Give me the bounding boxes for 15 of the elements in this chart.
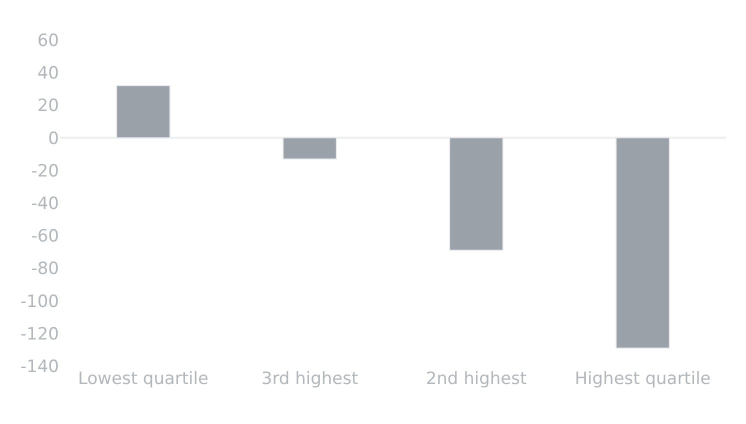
y-tick-label: 0 (48, 128, 59, 149)
y-tick-label: -20 (31, 161, 59, 182)
y-tick-label: 40 (37, 64, 59, 84)
y-tick-label: -140 (20, 356, 59, 377)
x-tick-label: 2nd highest (426, 369, 527, 389)
y-tick-label: 60 (37, 30, 59, 51)
y-tick-label: -40 (31, 194, 59, 214)
y-tick-label: -60 (31, 226, 59, 247)
y-tick-label: -80 (31, 259, 59, 280)
x-tick-label: 3rd highest (261, 369, 358, 389)
y-tick-label: -100 (20, 292, 59, 312)
x-tick-label: Lowest quartile (78, 369, 208, 389)
x-tick-label: Highest quartile (574, 369, 711, 389)
y-tick-label: -120 (20, 324, 59, 344)
y-tick-label: 20 (37, 96, 59, 116)
